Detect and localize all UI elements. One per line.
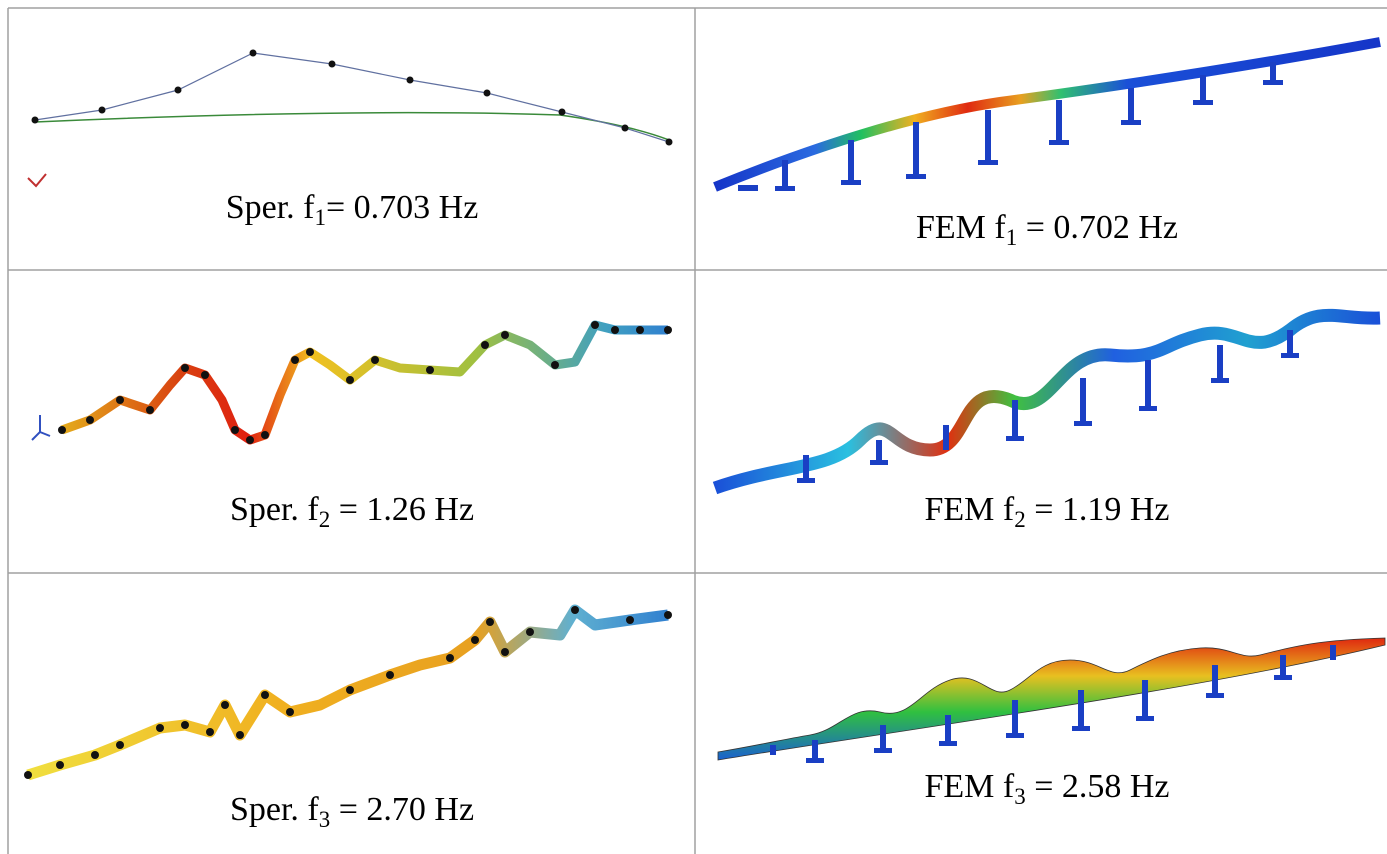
caption-suffix: = 0.702 Hz — [1017, 209, 1178, 246]
fem-mode-1 — [713, 37, 1381, 192]
caption: FEM f3 = 2.58 Hz — [924, 768, 1169, 809]
caption-prefix: FEM f — [916, 209, 1006, 246]
caption-prefix: Sper. f — [226, 189, 315, 226]
caption-sub: 3 — [319, 807, 331, 832]
fem-mode-3 — [717, 637, 1386, 763]
caption: FEM f1 = 0.702 Hz — [916, 209, 1178, 250]
caption-prefix: Sper. f — [230, 491, 319, 528]
caption: Sper. f3 = 2.70 Hz — [230, 791, 474, 832]
caption-suffix: = 1.19 Hz — [1026, 491, 1170, 528]
experimental-mode-3 — [24, 604, 672, 781]
caption: Sper. f1= 0.703 Hz — [226, 189, 479, 230]
caption-suffix: = 2.58 Hz — [1026, 768, 1170, 805]
experimental-mode-1 — [27, 49, 673, 188]
caption-prefix: FEM f — [924, 491, 1014, 528]
experimental-mode-2 — [31, 320, 672, 445]
caption-suffix: = 0.703 Hz — [326, 189, 478, 226]
table-grid — [7, 7, 1387, 854]
caption-sub: 1 — [1006, 225, 1018, 250]
caption-prefix: FEM f — [924, 768, 1014, 805]
caption-suffix: = 1.26 Hz — [330, 491, 474, 528]
caption-sub: 3 — [1014, 784, 1026, 809]
caption: Sper. f2 = 1.26 Hz — [230, 491, 474, 532]
caption: FEM f2 = 1.19 Hz — [924, 491, 1169, 532]
caption-prefix: Sper. f — [230, 791, 319, 828]
fem-mode-2 — [712, 308, 1381, 495]
caption-sub: 2 — [1014, 507, 1026, 532]
caption-sub: 2 — [319, 507, 331, 532]
caption-sub: 1 — [314, 205, 326, 230]
caption-suffix: = 2.70 Hz — [330, 791, 474, 828]
